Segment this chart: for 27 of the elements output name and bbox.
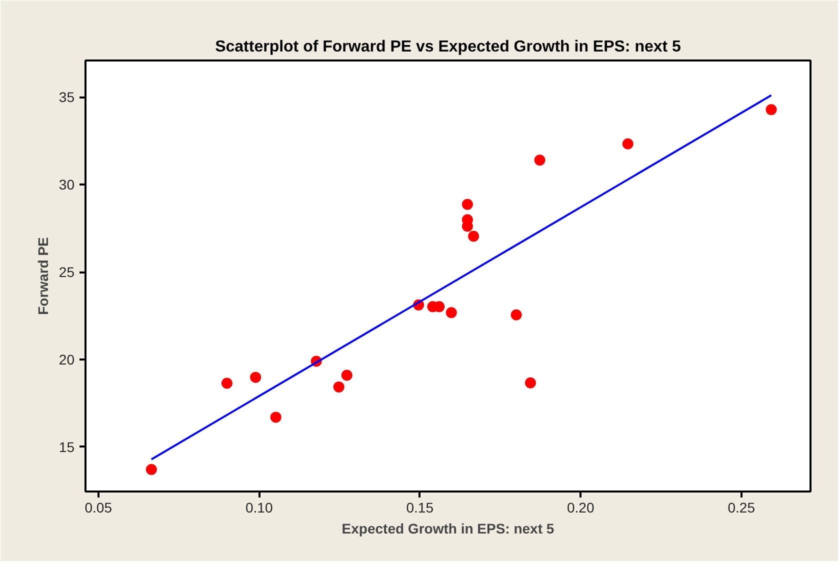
y-axis-title: Forward PE xyxy=(34,237,51,315)
point xyxy=(333,381,344,392)
y-tick-label: 15 xyxy=(58,438,75,455)
point xyxy=(146,464,157,475)
x-tick-label: 0.05 xyxy=(84,500,112,516)
point xyxy=(622,138,634,150)
x-tick-label: 0.15 xyxy=(406,500,434,516)
point xyxy=(250,372,262,383)
x-tick-label: 0.20 xyxy=(567,500,594,516)
point xyxy=(534,154,546,166)
x-tick-label: 0.25 xyxy=(728,500,756,516)
point xyxy=(510,309,522,320)
y-tick-label: 30 xyxy=(58,176,75,193)
x-axis-title: Expected Growth in EPS: next 5 xyxy=(342,520,554,536)
point xyxy=(341,370,352,381)
x-tick-label: 0.10 xyxy=(245,500,273,516)
y-tick-label: 25 xyxy=(58,264,75,280)
y-tick-label: 35 xyxy=(58,89,75,106)
point xyxy=(468,230,480,242)
chart-title: Scatterplot of Forward PE vs Expected Growth in EPS: next 5 xyxy=(215,38,682,56)
point xyxy=(524,377,536,388)
point xyxy=(462,198,473,210)
y-tick-label: 20 xyxy=(58,351,75,368)
point xyxy=(270,412,282,423)
point xyxy=(446,307,457,318)
point xyxy=(766,104,777,116)
point xyxy=(221,378,232,389)
